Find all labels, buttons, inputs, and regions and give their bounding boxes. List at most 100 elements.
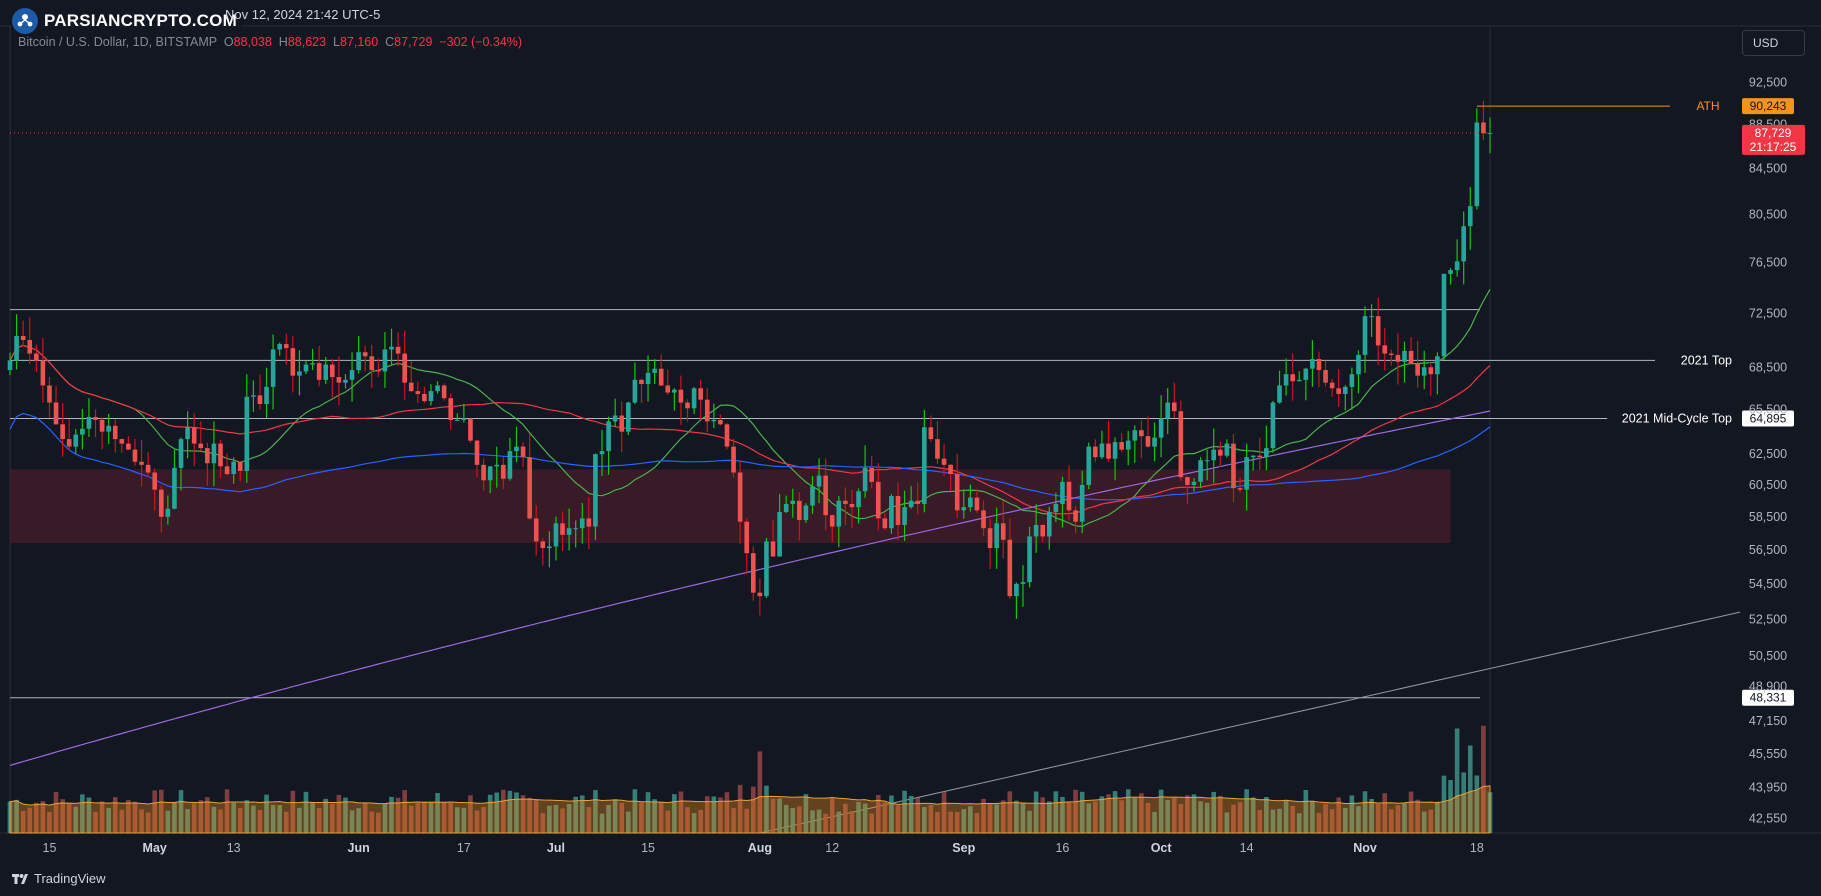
volume-bar	[599, 813, 605, 833]
volume-bar	[1349, 795, 1355, 833]
candle-body	[1224, 443, 1230, 456]
candle-body	[283, 344, 289, 349]
x-tick-label: Jul	[547, 841, 565, 855]
candle-body	[1145, 436, 1151, 447]
candle-body	[961, 507, 967, 511]
watermark-brand: PARSIANCRYPTO.COM	[10, 6, 243, 36]
volume-bar	[435, 792, 440, 833]
volume-bar	[1448, 779, 1453, 833]
volume-bar	[704, 796, 710, 833]
volume-bar	[106, 807, 111, 833]
volume-bar	[731, 808, 736, 833]
volume-bar	[1171, 797, 1177, 833]
volume-bar	[428, 802, 434, 833]
candle-body	[448, 398, 454, 420]
candle-body	[1112, 442, 1118, 459]
candle-body	[178, 439, 184, 468]
x-tick-label: 14	[1240, 841, 1254, 855]
level-label-bg	[1673, 351, 1734, 369]
volume-bar	[297, 807, 302, 833]
volume-bar	[1369, 798, 1374, 833]
close-label: C	[385, 35, 395, 49]
volume-bar	[1441, 775, 1447, 833]
volume-bar	[783, 804, 789, 833]
candle-body	[1093, 446, 1098, 458]
low-value: 87,160	[339, 35, 379, 49]
currency-button[interactable]: USD	[1742, 30, 1805, 56]
volume-bar	[422, 801, 427, 833]
y-tick-label: 45,550	[1749, 747, 1787, 761]
candle-body	[829, 515, 835, 527]
x-tick-label: Oct	[1151, 841, 1173, 855]
volume-bar	[343, 797, 348, 833]
candle-body	[658, 368, 664, 386]
candle-body	[40, 360, 46, 386]
candle-body	[422, 393, 427, 402]
volume-bar	[1007, 791, 1013, 833]
volume-bar	[1408, 791, 1414, 833]
volume-bar	[757, 751, 763, 833]
volume-bar	[237, 807, 243, 833]
candle-body	[540, 541, 546, 549]
y-tick-label: 47,150	[1749, 714, 1787, 728]
candle-body	[875, 481, 881, 519]
volume-bar	[93, 811, 98, 833]
volume-bar	[1204, 802, 1210, 833]
volume-bar	[514, 792, 519, 833]
candle-body	[1402, 350, 1407, 362]
candle-body	[132, 449, 138, 462]
volume-bar	[941, 791, 947, 833]
volume-bar	[645, 792, 651, 833]
candle-body	[856, 491, 861, 508]
volume-bar	[139, 809, 144, 833]
candle-body	[428, 391, 434, 402]
x-tick-label: 18	[1470, 841, 1484, 855]
candle-body	[987, 528, 993, 549]
candle-body	[704, 399, 710, 422]
candle-body	[1487, 132, 1493, 134]
candle-body	[1040, 524, 1046, 537]
volume-bar	[441, 802, 447, 833]
x-tick-label: 15	[43, 841, 57, 855]
candle-body	[1000, 523, 1006, 540]
volume-bars	[7, 725, 1493, 833]
ma-20-line	[9, 289, 1491, 528]
volume-bar	[954, 812, 960, 833]
candle-body	[1191, 481, 1197, 485]
candle-body	[1060, 481, 1065, 504]
candle-body	[1389, 353, 1394, 355]
volume-bar	[1099, 796, 1105, 833]
candle-body	[356, 352, 361, 371]
candle-body	[816, 475, 822, 487]
volume-bar	[1257, 809, 1263, 833]
candle-body	[843, 500, 848, 504]
candle-body	[86, 416, 92, 429]
volume-bar	[382, 803, 388, 833]
candles	[7, 101, 1493, 619]
volume-bar	[764, 785, 769, 833]
candle-body	[1198, 460, 1203, 482]
symbol-description[interactable]: Bitcoin / U.S. Dollar, 1D, BITSTAMP	[18, 35, 217, 49]
volume-bar	[323, 798, 329, 833]
candle-body	[369, 356, 375, 371]
candle-body	[1362, 316, 1368, 355]
candle-body	[750, 553, 756, 593]
candle-body	[80, 428, 85, 435]
tradingview-footer[interactable]: TradingView	[12, 871, 106, 886]
y-tick-label: 58,500	[1749, 510, 1787, 524]
volume-bar	[257, 809, 263, 833]
volume-bar	[1060, 796, 1065, 833]
volume-bar	[902, 790, 907, 833]
candle-body	[349, 370, 355, 380]
volume-bar	[1421, 811, 1427, 833]
volume-bar	[415, 802, 421, 833]
candle-body	[1139, 430, 1144, 437]
candle-body	[323, 364, 329, 380]
candle-body	[1020, 582, 1026, 584]
volume-bar	[270, 805, 276, 833]
volume-bar	[718, 797, 723, 833]
candle-body	[639, 379, 644, 385]
level-price-tag-text: 64,895	[1750, 412, 1787, 426]
volume-bar	[132, 801, 138, 833]
